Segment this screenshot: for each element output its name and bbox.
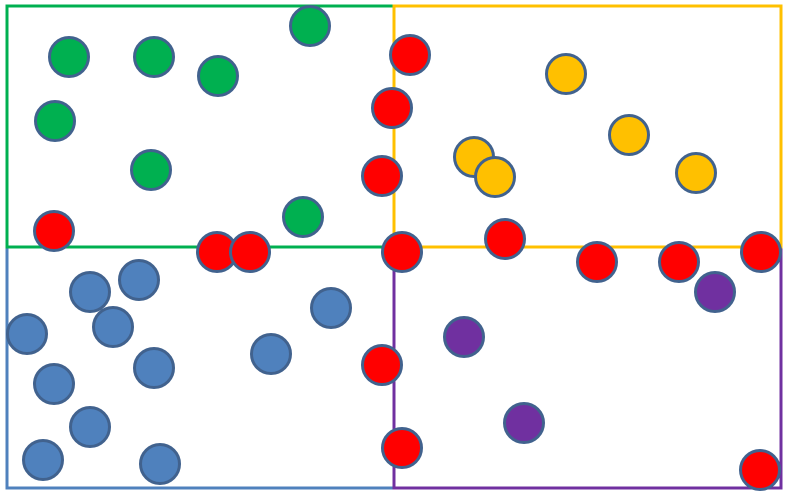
red-point — [229, 231, 271, 273]
red-point — [658, 241, 700, 283]
blue-point — [22, 439, 64, 481]
red-point — [484, 218, 526, 260]
green-point — [34, 100, 76, 142]
red-point — [740, 231, 782, 273]
red-point — [33, 210, 75, 252]
blue-point — [118, 259, 160, 301]
red-point — [361, 344, 403, 386]
purple-point — [694, 271, 736, 313]
points-layer — [6, 5, 782, 491]
green-point — [289, 5, 331, 47]
blue-point — [69, 406, 111, 448]
red-point — [381, 231, 423, 273]
blue-point — [69, 271, 111, 313]
green-point — [133, 36, 175, 78]
orange-point — [474, 156, 516, 198]
orange-point — [675, 152, 717, 194]
purple-point — [443, 316, 485, 358]
blue-point — [6, 313, 48, 355]
purple-point — [503, 402, 545, 444]
blue-point — [139, 443, 181, 485]
blue-point — [310, 287, 352, 329]
green-point — [48, 36, 90, 78]
red-point — [389, 34, 431, 76]
orange-point — [545, 53, 587, 95]
blue-point — [33, 363, 75, 405]
red-point — [739, 449, 781, 491]
red-point — [361, 155, 403, 197]
orange-region — [392, 4, 783, 249]
red-point — [576, 241, 618, 283]
orange-point — [608, 114, 650, 156]
blue-point — [133, 347, 175, 389]
green-point — [282, 196, 324, 238]
green-point — [197, 55, 239, 97]
green-point — [130, 149, 172, 191]
blue-point — [92, 306, 134, 348]
red-point — [381, 427, 423, 469]
blue-point — [250, 333, 292, 375]
red-point — [371, 87, 413, 129]
